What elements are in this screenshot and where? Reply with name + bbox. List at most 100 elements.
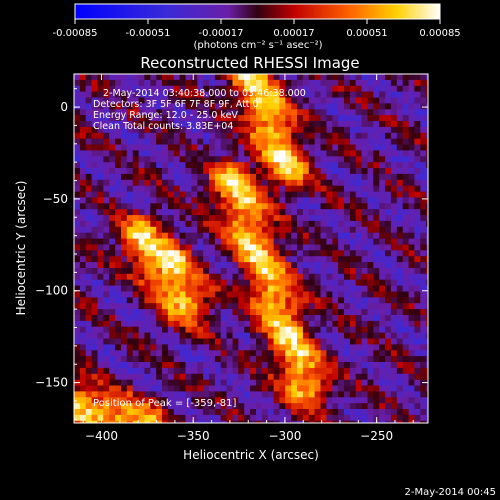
heatmap-cell <box>379 173 386 181</box>
heatmap-cell <box>285 344 292 351</box>
heatmap-cell <box>367 268 374 275</box>
heatmap-cell <box>185 97 192 104</box>
heatmap-cell <box>85 403 93 410</box>
heatmap-cell <box>185 238 192 246</box>
heatmap-cell <box>232 103 239 110</box>
heatmap-cell <box>426 373 428 381</box>
heatmap-cell <box>156 168 163 175</box>
heatmap-cell <box>156 344 163 351</box>
heatmap-cell <box>261 262 269 269</box>
heatmap-cell <box>226 74 234 81</box>
heatmap-cell <box>408 144 416 151</box>
heatmap-cell <box>367 162 374 169</box>
heatmap-cell <box>162 144 169 151</box>
heatmap-cell <box>373 203 380 210</box>
heatmap-cell <box>121 121 128 128</box>
heatmap-cell <box>338 420 345 423</box>
heatmap-cell <box>132 279 140 287</box>
heatmap-cell <box>308 350 316 357</box>
heatmap-cell <box>185 168 192 175</box>
heatmap-cell <box>115 315 122 322</box>
heatmap-cell <box>396 156 404 163</box>
heatmap-cell <box>156 403 163 410</box>
heatmap-cell <box>379 79 386 87</box>
heatmap-cell <box>426 256 428 263</box>
heatmap-cell <box>220 285 228 293</box>
heatmap-cell <box>238 409 245 416</box>
heatmap-cell <box>126 215 134 222</box>
heatmap-cell <box>226 403 234 410</box>
heatmap-cell <box>167 215 175 222</box>
heatmap-cell <box>162 385 169 392</box>
heatmap-cell <box>121 109 128 116</box>
heatmap-cell <box>308 173 316 181</box>
heatmap-cell <box>173 79 181 87</box>
heatmap-cell <box>126 403 134 410</box>
heatmap-cell <box>256 309 263 316</box>
heatmap-cell <box>314 356 322 363</box>
heatmap-cell <box>390 285 398 293</box>
heatmap-cell <box>150 326 157 334</box>
heatmap-cell <box>244 220 251 228</box>
heatmap-cell <box>355 362 363 369</box>
heatmap-cell <box>191 385 198 392</box>
heatmap-cell <box>156 409 163 416</box>
heatmap-cell <box>79 168 87 175</box>
heatmap-cell <box>209 220 216 228</box>
heatmap-cell <box>302 138 310 146</box>
heatmap-cell <box>167 244 175 251</box>
heatmap-cell <box>285 185 292 193</box>
heatmap-cell <box>97 185 104 193</box>
heatmap-cell <box>150 344 157 351</box>
heatmap-cell <box>209 385 216 392</box>
heatmap-cell <box>414 179 421 187</box>
heatmap-cell <box>126 121 134 128</box>
heatmap-cell <box>332 326 339 334</box>
heatmap-cell <box>291 138 298 146</box>
heatmap-cell <box>238 273 245 281</box>
heatmap-cell <box>402 103 410 110</box>
heatmap-cell <box>367 179 374 187</box>
heatmap-cell <box>173 109 181 116</box>
heatmap-cell <box>396 391 404 398</box>
heatmap-cell <box>396 109 404 116</box>
heatmap-cell <box>115 138 122 146</box>
heatmap-cell <box>179 126 187 134</box>
x-axis-ticks: −400 −350 −300 −250 <box>82 74 414 443</box>
heatmap-cell <box>97 150 104 157</box>
heatmap-cell <box>414 109 421 116</box>
heatmap-cell <box>144 397 151 404</box>
heatmap-cell <box>308 232 316 240</box>
heatmap-cell <box>74 197 81 204</box>
heatmap-cell <box>396 285 404 293</box>
heatmap-cell <box>115 162 122 169</box>
heatmap-cell <box>191 309 198 316</box>
heatmap-cell <box>138 244 146 251</box>
heatmap-cell <box>232 332 239 340</box>
heatmap-cell <box>361 279 369 287</box>
heatmap-cell <box>338 97 345 104</box>
heatmap-cell <box>85 385 93 392</box>
heatmap-cell <box>144 385 151 392</box>
heatmap-cell <box>426 79 428 87</box>
heatmap-cell <box>209 350 216 357</box>
heatmap-cell <box>179 162 187 169</box>
heatmap-cell <box>349 362 357 369</box>
heatmap-cell <box>367 315 374 322</box>
heatmap-cell <box>103 344 110 351</box>
heatmap-cell <box>385 168 392 175</box>
heatmap-cell <box>97 126 104 134</box>
heatmap-cell <box>396 232 404 240</box>
heatmap-cell <box>385 414 392 422</box>
heatmap-cell <box>226 385 234 392</box>
heatmap-cell <box>426 220 428 228</box>
heatmap-cell <box>185 268 192 275</box>
heatmap-cell <box>179 74 187 81</box>
heatmap-cell <box>173 350 181 357</box>
heatmap-cell <box>162 191 169 199</box>
heatmap-cell <box>390 262 398 269</box>
heatmap-cell <box>162 238 169 246</box>
heatmap-cell <box>279 215 286 222</box>
heatmap-cell <box>256 132 263 140</box>
heatmap-cell <box>167 344 175 351</box>
